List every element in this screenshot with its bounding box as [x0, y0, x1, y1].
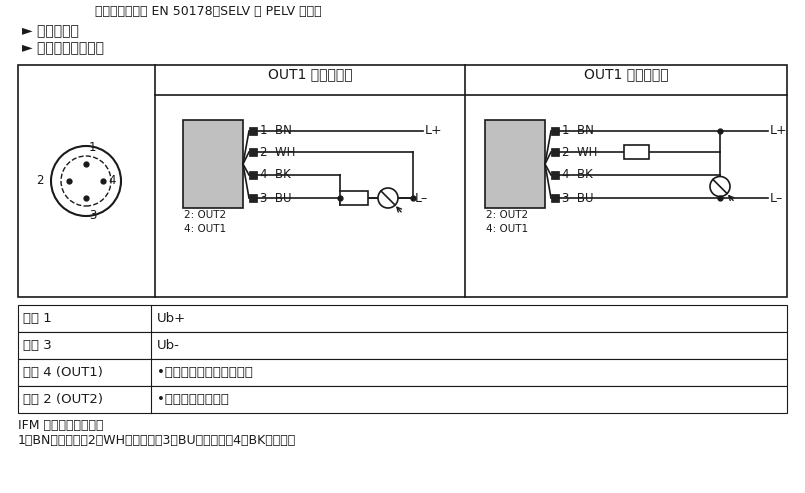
Text: 2: OUT2
4: OUT1: 2: OUT2 4: OUT1 — [486, 210, 528, 234]
Text: 2  WH: 2 WH — [562, 145, 597, 159]
Text: ► 切断电源。: ► 切断电源。 — [22, 24, 79, 38]
Text: 3  BU: 3 BU — [562, 191, 593, 205]
Bar — [18, 386, 787, 413]
Bar — [18, 332, 787, 359]
Bar — [249, 194, 257, 202]
Text: L+: L+ — [425, 125, 443, 138]
Bar — [551, 127, 559, 135]
Text: 4  BK: 4 BK — [260, 169, 291, 181]
Bar — [183, 120, 243, 208]
Bar — [249, 127, 257, 135]
Circle shape — [378, 188, 398, 208]
Text: 插脚 2 (OUT2): 插脚 2 (OUT2) — [23, 393, 103, 406]
Text: 2: 2 — [36, 175, 44, 187]
Text: 3: 3 — [89, 209, 97, 222]
Text: 插脚 1: 插脚 1 — [23, 312, 52, 325]
Text: IFM 插座的芯线颜色：: IFM 插座的芯线颜色： — [18, 419, 104, 432]
Bar — [551, 148, 559, 156]
Text: OUT1 正极性输出: OUT1 正极性输出 — [268, 67, 353, 81]
Text: L–: L– — [415, 191, 428, 205]
Bar — [18, 359, 787, 386]
Text: •二进制开关输出压力监控: •二进制开关输出压力监控 — [157, 366, 253, 379]
Bar — [551, 194, 559, 202]
Text: 4  BK: 4 BK — [562, 169, 592, 181]
Bar — [485, 120, 545, 208]
Text: 插脚 4 (OUT1): 插脚 4 (OUT1) — [23, 366, 103, 379]
Text: ► 按下图连接设备：: ► 按下图连接设备： — [22, 41, 104, 55]
Text: 1: 1 — [89, 141, 97, 154]
Bar — [249, 171, 257, 179]
Text: 1  BN: 1 BN — [562, 125, 594, 138]
Text: Ub-: Ub- — [157, 339, 180, 352]
Bar — [624, 145, 649, 159]
Bar — [249, 148, 257, 156]
Bar — [340, 191, 368, 205]
Text: 电源电压遵符合 EN 50178、SELV 和 PELV 标准。: 电源电压遵符合 EN 50178、SELV 和 PELV 标准。 — [95, 5, 322, 18]
Bar — [18, 305, 787, 332]
Text: 1＝BN（棕色），2＝WH（白色），3＝BU（蓝色），4＝BK（黑色）: 1＝BN（棕色），2＝WH（白色），3＝BU（蓝色），4＝BK（黑色） — [18, 434, 296, 447]
Circle shape — [61, 156, 111, 206]
Circle shape — [710, 176, 730, 197]
Text: 2: OUT2
4: OUT1: 2: OUT2 4: OUT1 — [184, 210, 226, 234]
Text: L+: L+ — [770, 125, 787, 138]
Text: OUT1 负极性输出: OUT1 负极性输出 — [584, 67, 668, 81]
Text: 3  BU: 3 BU — [260, 191, 291, 205]
Text: •系统压力的模拟量: •系统压力的模拟量 — [157, 393, 229, 406]
Text: 4: 4 — [108, 175, 115, 187]
Text: 1  BN: 1 BN — [260, 125, 292, 138]
Circle shape — [51, 146, 121, 216]
Text: 插脚 3: 插脚 3 — [23, 339, 52, 352]
Bar — [18, 65, 787, 297]
Bar — [551, 171, 559, 179]
Text: L–: L– — [770, 191, 783, 205]
Text: Ub+: Ub+ — [157, 312, 186, 325]
Text: 2  WH: 2 WH — [260, 145, 295, 159]
